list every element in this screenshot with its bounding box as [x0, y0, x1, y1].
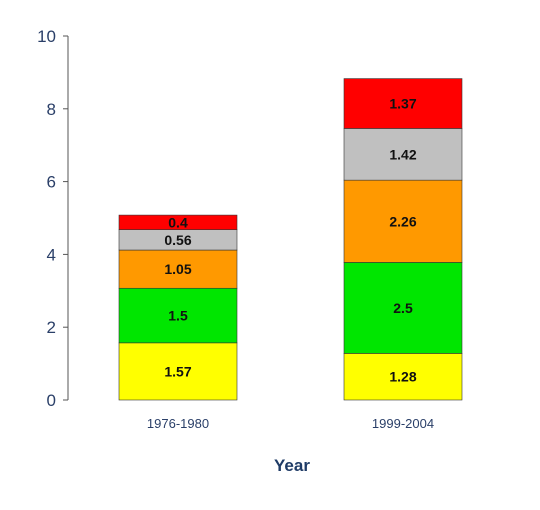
y-tick-label: 6: [47, 173, 56, 192]
bar-segment-label: 0.56: [164, 232, 191, 248]
bar-segment-label: 0.4: [168, 214, 188, 230]
bar-segment-label: 1.57: [164, 363, 191, 379]
x-axis-title: Year: [274, 456, 310, 475]
bar-segment: [118, 249, 238, 289]
y-tick-label: 8: [47, 100, 56, 119]
bar-segment-label: 1.05: [164, 261, 191, 277]
x-axis-categories: 1976-1980 1999-2004: [147, 416, 434, 431]
bar-segment: [118, 287, 238, 344]
y-tick-label: 0: [47, 391, 56, 410]
bars-group: 1.57 1.5 1.05 0.56 0.4 1.28 2.5 2.26 1.42 1.37: [118, 78, 463, 401]
y-tick-label: 10: [37, 27, 56, 46]
x-category-label: 1999-2004: [372, 416, 434, 431]
y-tick-label: 2: [47, 318, 56, 337]
bar-segment-label: 2.5: [393, 300, 413, 316]
bar-segment-label: 1.5: [168, 308, 188, 324]
bar-segment: [118, 214, 238, 230]
bar-segment: [343, 128, 463, 181]
y-tick-label: 4: [47, 245, 56, 264]
bar-segment: [343, 179, 463, 263]
bar-segment-label: 1.28: [389, 369, 416, 385]
bar-segment: [343, 262, 463, 354]
bar-segment-label: 2.26: [389, 213, 416, 229]
bar-segment-label: 1.42: [389, 146, 416, 162]
bar-segment-label: 1.37: [389, 96, 416, 112]
bar-segment: [343, 353, 463, 401]
y-axis-ticks: 0 2 4 6 8 10: [37, 27, 68, 410]
bar-segment: [118, 342, 238, 401]
x-category-label: 1976-1980: [147, 416, 209, 431]
bar-segment: [343, 78, 463, 129]
